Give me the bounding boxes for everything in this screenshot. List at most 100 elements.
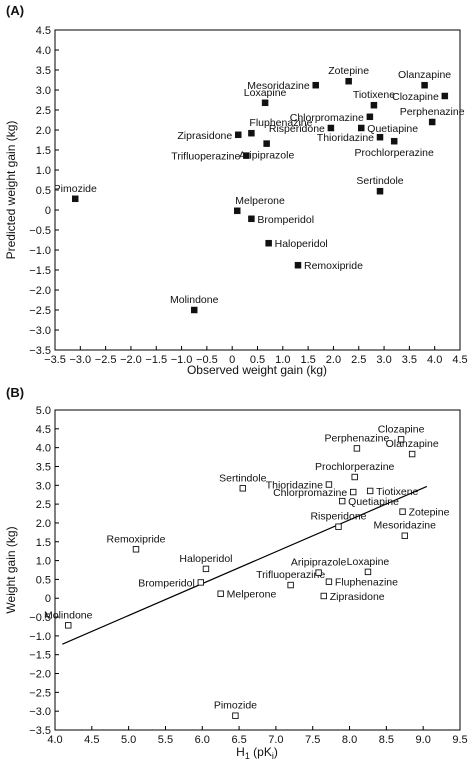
y-tick-label: 2.5	[36, 105, 51, 117]
data-point-label: Melperone	[235, 195, 285, 207]
y-tick-label: −1.5	[29, 265, 51, 277]
data-point-label: Bromperidol	[138, 577, 195, 589]
panel-b-points: Molindone Remoxipride Haloperidol Bromperid…	[44, 423, 450, 719]
x-tick-label: 1.5	[300, 354, 315, 366]
data-point	[350, 488, 357, 496]
data-point-label: Chlorpromazine	[290, 112, 364, 124]
y-tick-label: −2.5	[29, 305, 51, 317]
data-point	[235, 131, 242, 139]
data-point-label: Tiotixene	[353, 89, 395, 101]
data-point	[397, 436, 405, 443]
data-point	[364, 568, 372, 576]
panel-b: (B) 4.0 4.5 5.0 5.5 6.0 6.5 7.0 7.5 8.0 8.5 9.0 9.5…	[4, 385, 468, 761]
y-tick-label: 0.5	[36, 574, 51, 586]
y-tick-label: 2.0	[36, 518, 51, 530]
data-point-label: Remoxipride	[107, 533, 166, 545]
data-point	[421, 81, 428, 89]
y-tick-label: −3.5	[29, 725, 51, 737]
x-tick-label: 5.5	[158, 734, 173, 746]
y-tick-label: 4.0	[36, 45, 51, 57]
data-point	[72, 195, 79, 203]
x-tick-label: 7.5	[305, 734, 320, 746]
data-point-label: Ziprasidone	[330, 591, 385, 603]
y-tick-label: −2.0	[29, 285, 51, 297]
x-tick-label: 9.5	[452, 734, 467, 746]
data-point	[325, 578, 333, 585]
y-tick-label: 1.5	[36, 537, 51, 549]
x-tick-label: −1.0	[171, 354, 193, 366]
data-point-label: Risperidone	[310, 511, 366, 523]
y-tick-label: 1.0	[36, 165, 51, 177]
x-tick-label: 5.0	[121, 734, 136, 746]
data-point	[370, 101, 378, 109]
x-tick-label: 4.5	[452, 354, 467, 366]
data-point-label: Aripiprazole	[291, 557, 347, 569]
x-tick-label: 0	[229, 354, 235, 366]
data-point-label: Olanzapine	[398, 69, 451, 81]
panel-b-x-axis-title-unit-open: (pK	[250, 745, 272, 759]
x-tick-label: 4.5	[84, 734, 99, 746]
panel-b-regression-line	[62, 485, 428, 645]
y-tick-label: 4.0	[36, 443, 51, 455]
y-tick-label: −1.0	[29, 245, 51, 257]
data-point	[197, 579, 205, 586]
y-tick-label: 3.5	[36, 461, 51, 473]
data-point-label: Perphenazine	[400, 106, 465, 118]
data-point-label: Quetiapine	[348, 496, 399, 508]
data-point	[217, 590, 224, 597]
data-point-label: Olanzapine	[386, 438, 439, 450]
y-tick-label: 4.5	[36, 25, 51, 37]
panel-b-x-axis-title-main: H	[236, 745, 245, 759]
panel-b-plot-frame	[54, 409, 461, 731]
data-point-label: Loxapine	[347, 556, 390, 568]
data-point-label: Bromperidol	[257, 214, 314, 226]
y-tick-label: −0.5	[29, 225, 51, 237]
data-point	[265, 239, 272, 247]
data-point	[239, 485, 246, 492]
data-point	[248, 215, 255, 223]
x-tick-label: −1.5	[145, 354, 167, 366]
data-point-label: Melperone	[227, 589, 277, 601]
data-point-label: Chlorpromazine	[273, 487, 347, 499]
x-tick-label: 9.0	[416, 734, 431, 746]
panel-b-x-axis-title: H1 (pKi)	[236, 745, 278, 761]
data-point	[366, 487, 374, 495]
x-tick-label: −0.5	[196, 354, 218, 366]
data-point	[202, 565, 210, 573]
data-point	[287, 581, 294, 589]
panel-a-y-axis-title: Predicted weight gain (kg)	[4, 121, 18, 260]
data-point	[294, 261, 302, 269]
x-tick-label: 8.0	[342, 734, 357, 746]
data-point-label: Mesoridazine	[247, 80, 310, 92]
data-point-label: Thioridazine	[317, 132, 374, 144]
x-tick-label: 1.0	[275, 354, 290, 366]
data-point-label: Trifluoperazine	[171, 151, 240, 163]
data-point-label: Haloperidol	[179, 553, 232, 565]
x-tick-label: 4.0	[427, 354, 442, 366]
panel-b-x-axis-title-unit-close: )	[274, 745, 278, 759]
y-tick-label: 1.0	[36, 556, 51, 568]
data-point	[65, 622, 72, 629]
y-tick-label: 2.5	[36, 499, 51, 511]
panel-a-label: (A)	[6, 3, 24, 18]
data-point	[441, 92, 449, 100]
data-point-label: Clozapine	[378, 423, 425, 435]
data-point	[399, 508, 406, 515]
y-tick-label: −1.5	[29, 650, 51, 662]
data-point-label: Prochlorperazine	[354, 147, 434, 159]
data-point-label: Haloperidol	[275, 238, 328, 250]
data-point	[376, 187, 384, 195]
data-point-label: Clozapine	[392, 91, 439, 103]
data-point-label: Molindone	[44, 609, 93, 621]
data-point-label: Ziprasidone	[177, 130, 232, 142]
data-point-label: Quetiapine	[367, 123, 418, 135]
data-point-label: Sertindole	[356, 175, 403, 187]
x-tick-label: 6.5	[231, 734, 246, 746]
data-point	[263, 140, 270, 147]
x-tick-label: 0.5	[250, 354, 265, 366]
y-tick-label: 3.0	[36, 480, 51, 492]
data-point	[335, 523, 342, 530]
y-tick-label: 4.5	[36, 424, 51, 436]
x-tick-label: 4.0	[47, 734, 62, 746]
data-point	[132, 546, 140, 553]
